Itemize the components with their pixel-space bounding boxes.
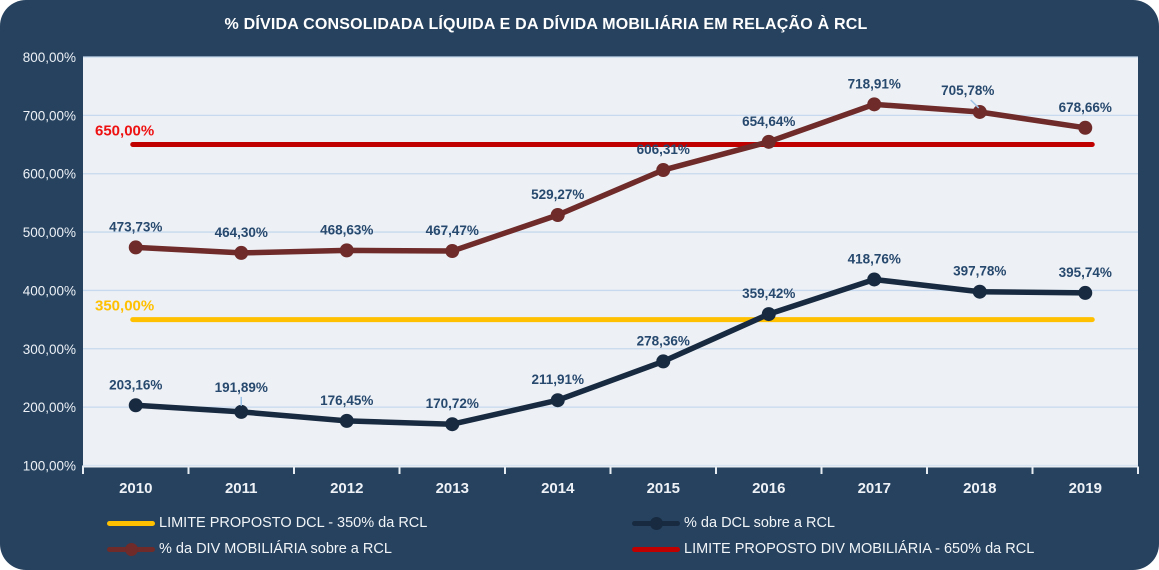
legend-swatch-line-marker [632,516,680,530]
data-label-div-mobiliaria: 678,66% [1059,100,1112,115]
x-axis-tick-label: 2017 [858,480,891,497]
data-label-div-mobiliaria: 654,64% [742,114,795,129]
data-point-div-mobiliaria [972,104,987,119]
legend-item-dcl: % da DCL sobre a RCL [632,515,835,531]
data-point-dcl [867,272,882,287]
legend-label: % da DCL sobre a RCL [684,515,835,531]
series-line-dcl [133,276,1088,427]
legend-label: % da DIV MOBILIÁRIA sobre a RCL [159,541,392,557]
data-point-dcl [445,417,460,432]
data-point-div-mobiliaria [445,244,460,259]
data-label-div-mobiliaria: 467,47% [426,223,479,238]
y-axis-tick-label: 300,00% [23,342,76,357]
data-point-div-mobiliaria [339,243,354,258]
data-label-dcl: 359,42% [742,286,795,301]
data-label-dcl: 418,76% [848,251,901,266]
data-label-dcl: 191,89% [215,380,268,395]
x-axis-tick-label: 2011 [225,480,258,497]
data-point-dcl [1078,285,1093,300]
data-point-dcl [761,307,776,322]
x-axis-tick-label: 2015 [647,480,680,497]
x-axis-tick-label: 2013 [436,480,469,497]
data-label-dcl: 397,78% [953,264,1006,279]
legend-label: LIMITE PROPOSTO DCL - 350% da RCL [159,515,428,531]
y-axis-tick-label: 600,00% [23,167,76,182]
x-axis-tick-label: 2012 [330,480,363,497]
y-axis-tick-label: 100,00% [23,459,76,474]
data-point-dcl [656,354,671,369]
data-label-div-mobiliaria: 705,78% [941,83,994,98]
y-axis-tick-label: 800,00% [23,50,76,65]
data-label-div-mobiliaria: 718,91% [848,76,901,91]
plot-area [83,57,1138,466]
legend-item-div-mobiliaria: % da DIV MOBILIÁRIA sobre a RCL [107,541,392,557]
data-label-dcl: 278,36% [637,333,690,348]
series-line-div-mobiliaria [133,101,1088,256]
data-point-div-mobiliaria [1078,120,1093,135]
data-point-div-mobiliaria [128,240,143,255]
legend-swatch-limit-line [107,516,155,530]
limit-line-label-limite-div-mobiliaria: 650,00% [95,123,154,140]
x-axis-tick-label: 2019 [1069,480,1102,497]
data-point-dcl [128,398,143,413]
x-axis-tick-label: 2014 [541,480,575,497]
x-axis-tick-label: 2010 [119,480,152,497]
data-point-div-mobiliaria [234,245,249,260]
data-point-div-mobiliaria [867,97,882,112]
data-label-dcl: 395,74% [1059,265,1112,280]
data-point-dcl [550,393,565,408]
legend-swatch-line-marker [107,542,155,556]
legend-item-limite-dcl: LIMITE PROPOSTO DCL - 350% da RCL [107,515,427,531]
legend-swatch-limit-line [632,542,680,556]
data-label-div-mobiliaria: 606,31% [637,142,690,157]
data-point-dcl [234,404,249,419]
data-label-dcl: 211,91% [531,372,584,387]
data-point-dcl [339,413,354,428]
data-point-dcl [972,284,987,299]
limit-line-label-limite-dcl: 350,00% [95,298,154,315]
data-label-dcl: 176,45% [320,393,373,408]
legend-label: LIMITE PROPOSTO DIV MOBILIÁRIA - 650% da… [684,541,1035,557]
data-label-div-mobiliaria: 473,73% [109,219,162,234]
data-point-div-mobiliaria [656,163,671,178]
data-label-dcl: 170,72% [426,396,479,411]
chart-title: % DÍVIDA CONSOLIDADA LÍQUIDA E DA DÍVIDA… [224,16,868,33]
legend-item-limite-div-mobiliaria: LIMITE PROPOSTO DIV MOBILIÁRIA - 650% da… [632,541,1034,557]
x-axis-tick-label: 2016 [752,480,785,497]
y-axis-tick-label: 500,00% [23,225,76,240]
data-label-leader-line [970,99,980,109]
data-point-div-mobiliaria [550,207,565,222]
data-label-div-mobiliaria: 529,27% [531,187,584,202]
data-label-div-mobiliaria: 468,63% [320,222,373,237]
y-axis-tick-label: 400,00% [23,283,76,298]
data-point-div-mobiliaria [761,134,776,149]
y-axis-tick-label: 200,00% [23,400,76,415]
y-axis-tick-label: 700,00% [23,108,76,123]
data-label-dcl: 203,16% [109,377,162,392]
data-label-div-mobiliaria: 464,30% [215,225,268,240]
x-axis-tick-label: 2018 [963,480,996,497]
